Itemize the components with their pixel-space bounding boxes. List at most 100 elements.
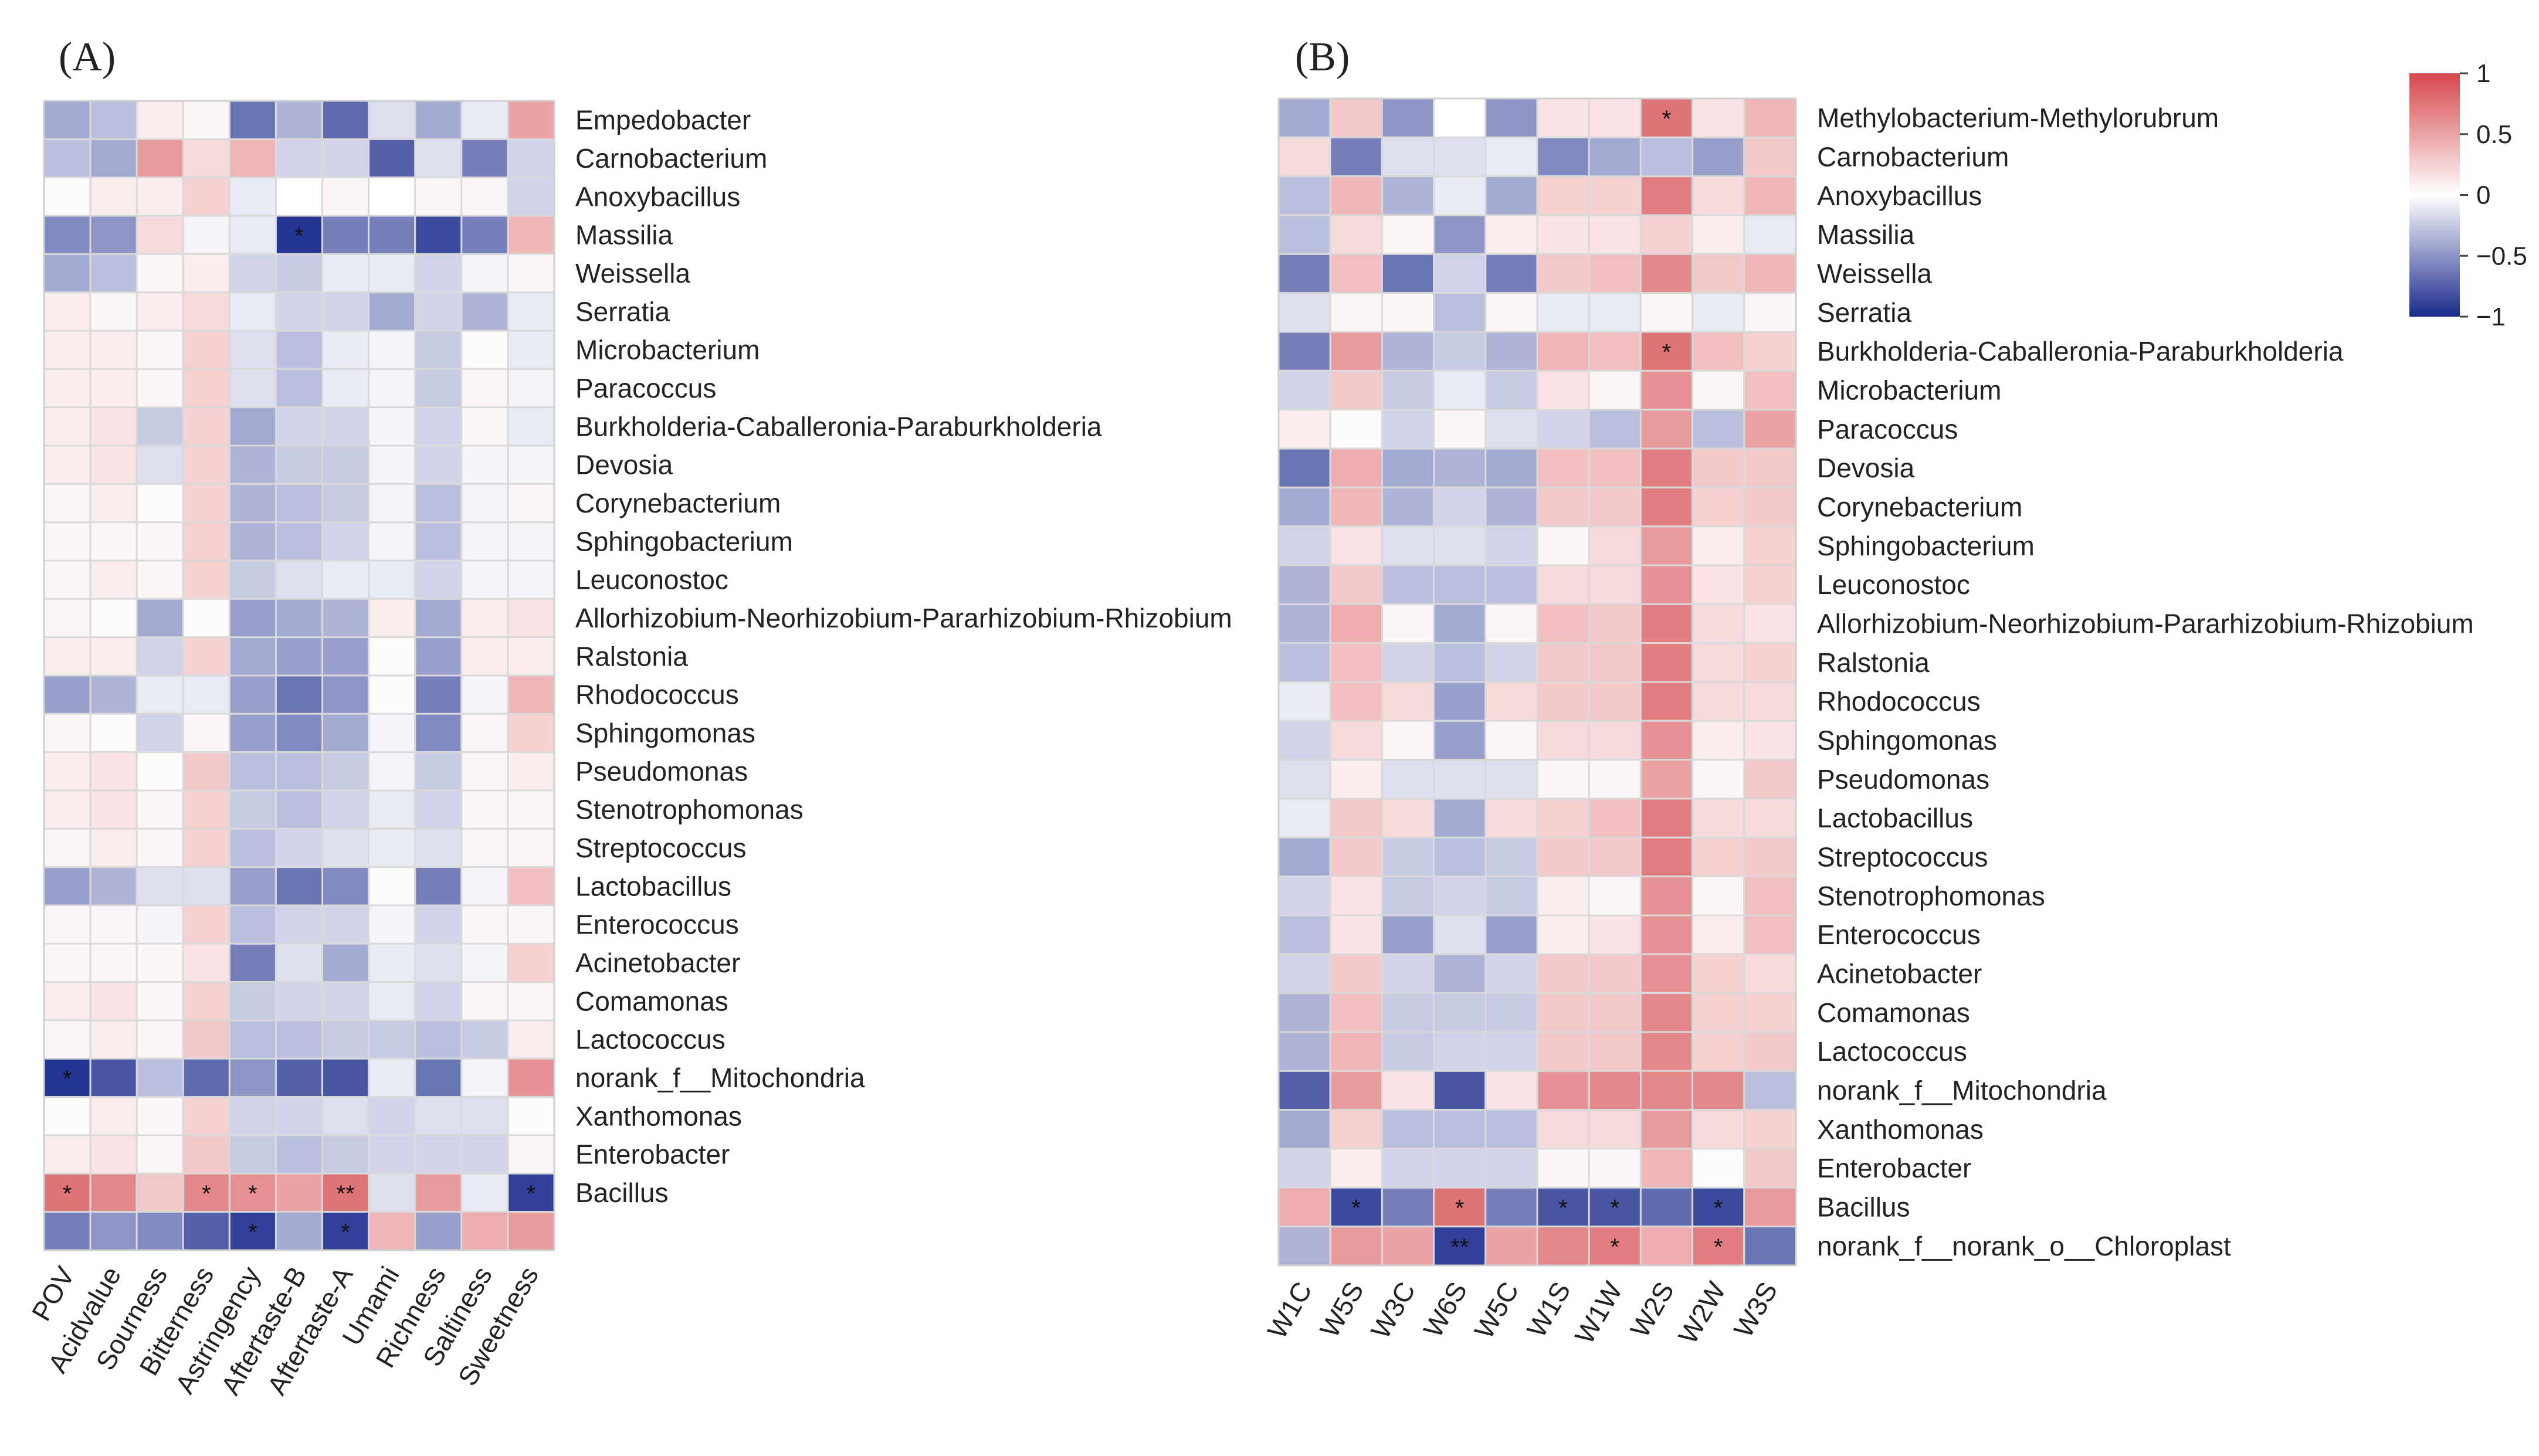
heat-cell-r13-c1	[89, 598, 138, 639]
heat-cell-r25-c0	[1277, 1070, 1331, 1111]
heat-cell-r17-c6	[1588, 759, 1642, 800]
heat-cell-r21-c4	[1484, 914, 1538, 955]
row-label: Burkholderia-Caballeronia-Paraburkholder…	[575, 411, 1102, 442]
heat-cell-r1-c1	[1329, 136, 1383, 178]
heat-cell-r6-c7	[368, 330, 416, 370]
heat-cell-r25-c7	[368, 1057, 416, 1098]
heat-cell-r15-c7	[368, 674, 416, 715]
heat-cell-r25-c1	[89, 1057, 138, 1098]
heat-cell-r26-c9	[1743, 1109, 1797, 1150]
heat-cell-r20-c6	[321, 866, 370, 907]
heat-cell-r12-c4	[1484, 564, 1538, 605]
heat-cell-r15-c7	[1639, 681, 1694, 722]
heat-cell-r8-c9	[1743, 409, 1797, 450]
heat-cell-r29-c1	[89, 1211, 138, 1251]
heat-cell-r2-c3	[182, 177, 230, 217]
heat-cell-r15-c0	[43, 674, 91, 715]
column-label: W1S	[1521, 1277, 1577, 1342]
heat-cell-r12-c5	[274, 559, 324, 600]
heat-cell-r29-c4	[1484, 1226, 1538, 1267]
heat-cell-r0-c10	[507, 100, 555, 140]
heat-cell-r16-c3	[1433, 719, 1487, 761]
heat-cell-r21-c2	[135, 904, 184, 945]
row-label: Enterobacter	[575, 1139, 730, 1170]
heat-cell-r26-c8	[414, 1096, 463, 1136]
heat-cell-r11-c5	[1536, 525, 1590, 566]
row-label: Corynebacterium	[1817, 492, 2022, 522]
heat-cell-r18-c3	[182, 789, 230, 830]
heat-cell-r23-c3	[1433, 992, 1487, 1033]
heat-cell-r28-c2	[1381, 1186, 1435, 1228]
heat-cell-r8-c3	[1433, 409, 1487, 450]
heat-cell-r26-c3	[1433, 1109, 1487, 1150]
heat-cell-r23-c8	[1691, 992, 1745, 1033]
row-label: Ralstonia	[575, 641, 688, 671]
heat-cell-r12-c4	[228, 559, 277, 600]
heat-cell-r3-c2	[1381, 214, 1435, 255]
heat-cell-r14-c5	[1536, 642, 1590, 683]
significance-star: *	[1714, 1234, 1723, 1260]
heat-cell-r17-c3	[182, 751, 230, 792]
heat-cell-r7-c8	[414, 368, 463, 409]
significance-star: *	[1352, 1196, 1361, 1221]
heat-cell-r8-c6	[1588, 409, 1642, 450]
heat-cell-r27-c8	[414, 1134, 463, 1175]
heat-cell-r29-c2	[135, 1211, 184, 1251]
row-label: Sphingomonas	[1817, 725, 1997, 756]
significance-star: *	[1662, 106, 1672, 132]
heat-cell-r5-c6	[1588, 292, 1642, 333]
heat-cell-r4-c6	[321, 253, 370, 294]
heat-cell-r11-c3	[182, 521, 230, 562]
heat-cell-r5-c0	[1277, 292, 1331, 333]
row-label: Massilia	[1817, 219, 1915, 250]
heat-cell-r26-c2	[1381, 1109, 1435, 1150]
heat-cell-r16-c5	[274, 712, 324, 754]
heat-cell-r24-c6	[321, 1019, 370, 1060]
heat-cell-r9-c7	[1639, 447, 1694, 488]
heat-cell-r20-c7	[368, 866, 416, 907]
row-label: Bacillus	[1817, 1192, 1910, 1223]
heat-cell-r10-c2	[1381, 486, 1435, 528]
heat-cell-r5-c9	[460, 291, 509, 332]
heat-cell-r14-c3	[182, 636, 230, 677]
heat-cell-r29-c9	[460, 1211, 509, 1251]
row-label: Lactobacillus	[1817, 803, 1973, 833]
heat-cell-r23-c4	[1484, 992, 1538, 1033]
heat-cell-r10-c1	[1329, 486, 1383, 528]
heat-cell-r8-c4	[228, 406, 277, 447]
heat-cell-r18-c6	[1588, 797, 1642, 839]
heat-cell-r23-c6	[1588, 992, 1642, 1033]
heat-cell-r27-c7	[1639, 1148, 1694, 1189]
heat-cell-r22-c4	[228, 942, 277, 983]
heat-cell-r16-c5	[1536, 719, 1590, 761]
heat-cell-r2-c9	[460, 177, 509, 217]
heat-cell-r25-c6	[1588, 1070, 1642, 1111]
heat-cell-r10-c4	[228, 483, 277, 524]
row-label: Paracoccus	[1817, 414, 1958, 444]
heat-cell-r6-c1	[89, 330, 138, 370]
row-label: Leuconostoc	[575, 565, 728, 595]
heat-cell-r12-c0	[1277, 564, 1331, 605]
heat-cell-r21-c4	[228, 904, 277, 945]
heat-cell-r4-c2	[1381, 253, 1435, 294]
colorbar-tick-label: 0	[2476, 181, 2490, 210]
heat-cell-r8-c0	[43, 406, 91, 447]
significance-star: **	[337, 1181, 355, 1207]
heat-cell-r19-c3	[182, 827, 230, 868]
heat-cell-r25-c3	[1433, 1070, 1487, 1111]
heat-cell-r22-c4	[1484, 953, 1538, 995]
heat-cell-r2-c8	[414, 177, 463, 217]
heat-cell-r14-c5	[274, 636, 324, 677]
heat-cell-r26-c9	[460, 1096, 509, 1136]
heat-cell-r8-c2	[1381, 409, 1435, 450]
heat-cell-r22-c0	[1277, 953, 1331, 995]
heat-cell-r16-c4	[1484, 719, 1538, 761]
heat-cell-r8-c2	[135, 406, 184, 447]
heat-cell-r11-c4	[1484, 525, 1538, 566]
heat-cell-r1-c0	[43, 138, 91, 179]
heat-cell-r7-c9	[460, 368, 509, 409]
row-label: norank_f__Mitochondria	[575, 1063, 865, 1093]
heat-cell-r3-c8	[414, 215, 463, 255]
heat-cell-r11-c2	[135, 521, 184, 562]
